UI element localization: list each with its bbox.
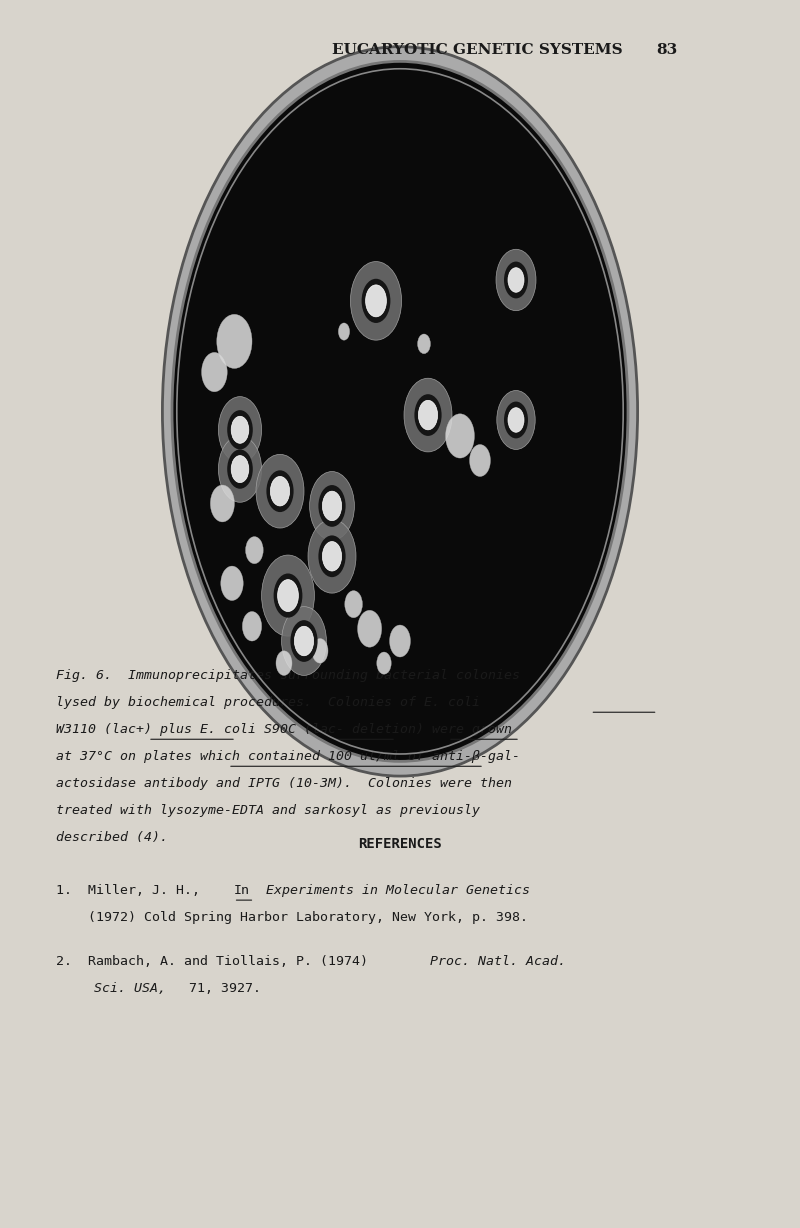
Text: lysed by biochemical procedures.  Colonies of E. coli: lysed by biochemical procedures. Colonie… <box>56 696 480 710</box>
Circle shape <box>270 476 290 506</box>
Circle shape <box>231 416 249 443</box>
Text: In: In <box>234 884 250 898</box>
Circle shape <box>308 519 356 593</box>
Circle shape <box>276 651 292 675</box>
Circle shape <box>310 472 354 540</box>
Circle shape <box>322 542 342 571</box>
Circle shape <box>508 408 524 432</box>
Circle shape <box>231 456 249 483</box>
Circle shape <box>256 454 304 528</box>
Text: Experiments in Molecular Genetics: Experiments in Molecular Genetics <box>258 884 530 898</box>
Text: 83: 83 <box>656 43 678 56</box>
Circle shape <box>318 485 346 527</box>
Circle shape <box>418 400 438 430</box>
Text: 2.  Rambach, A. and Tiollais, P. (1974): 2. Rambach, A. and Tiollais, P. (1974) <box>56 955 376 969</box>
Circle shape <box>508 268 524 292</box>
Text: described (4).: described (4). <box>56 831 168 845</box>
Circle shape <box>210 485 234 522</box>
Circle shape <box>345 591 362 618</box>
Circle shape <box>446 414 474 458</box>
Text: at 37°C on plates which contained 100 ul/ml of anti-β-gal-: at 37°C on plates which contained 100 ul… <box>56 750 520 764</box>
Circle shape <box>322 491 342 521</box>
Circle shape <box>504 262 528 298</box>
Circle shape <box>266 470 294 512</box>
Circle shape <box>242 612 262 641</box>
Circle shape <box>221 566 243 600</box>
Circle shape <box>377 652 391 674</box>
Text: REFERENCES: REFERENCES <box>358 837 442 851</box>
Text: treated with lysozyme-EDTA and sarkosyl as previously: treated with lysozyme-EDTA and sarkosyl … <box>56 804 480 818</box>
Circle shape <box>504 402 528 438</box>
Circle shape <box>274 573 302 618</box>
Text: Fig. 6.  Immunoprecipitates surrounding bacterial colonies: Fig. 6. Immunoprecipitates surrounding b… <box>56 669 520 683</box>
Circle shape <box>362 279 390 323</box>
Circle shape <box>470 445 490 476</box>
Circle shape <box>414 394 442 436</box>
Circle shape <box>338 323 350 340</box>
Circle shape <box>366 285 386 317</box>
Text: Sci. USA,: Sci. USA, <box>94 982 166 996</box>
Text: W3110 (lac+) plus E. coli S90C (lac- deletion) were grown: W3110 (lac+) plus E. coli S90C (lac- del… <box>56 723 512 737</box>
Circle shape <box>318 535 346 577</box>
Circle shape <box>278 580 298 612</box>
Text: actosidase antibody and IPTG (10-3M).  Colonies were then: actosidase antibody and IPTG (10-3M). Co… <box>56 777 512 791</box>
Circle shape <box>262 555 314 636</box>
Circle shape <box>312 639 328 663</box>
Circle shape <box>418 334 430 354</box>
Text: 1.  Miller, J. H.,: 1. Miller, J. H., <box>56 884 208 898</box>
Circle shape <box>172 61 628 761</box>
Text: (1972) Cold Spring Harbor Laboratory, New York, p. 398.: (1972) Cold Spring Harbor Laboratory, Ne… <box>56 911 528 925</box>
Circle shape <box>358 610 382 647</box>
Circle shape <box>246 537 263 564</box>
Circle shape <box>218 397 262 463</box>
Circle shape <box>390 625 410 657</box>
Text: Proc. Natl. Acad.: Proc. Natl. Acad. <box>430 955 566 969</box>
Text: 71, 3927.: 71, 3927. <box>181 982 261 996</box>
Circle shape <box>496 249 536 311</box>
Circle shape <box>227 410 253 449</box>
Circle shape <box>497 391 535 449</box>
Circle shape <box>294 626 314 656</box>
Circle shape <box>404 378 452 452</box>
Circle shape <box>202 352 227 392</box>
Circle shape <box>350 262 402 340</box>
Circle shape <box>290 620 318 662</box>
Text: EUCARYOTIC GENETIC SYSTEMS: EUCARYOTIC GENETIC SYSTEMS <box>332 43 622 56</box>
Circle shape <box>162 47 638 776</box>
Circle shape <box>217 314 252 368</box>
Circle shape <box>282 607 326 675</box>
Circle shape <box>227 449 253 489</box>
Circle shape <box>218 436 262 502</box>
